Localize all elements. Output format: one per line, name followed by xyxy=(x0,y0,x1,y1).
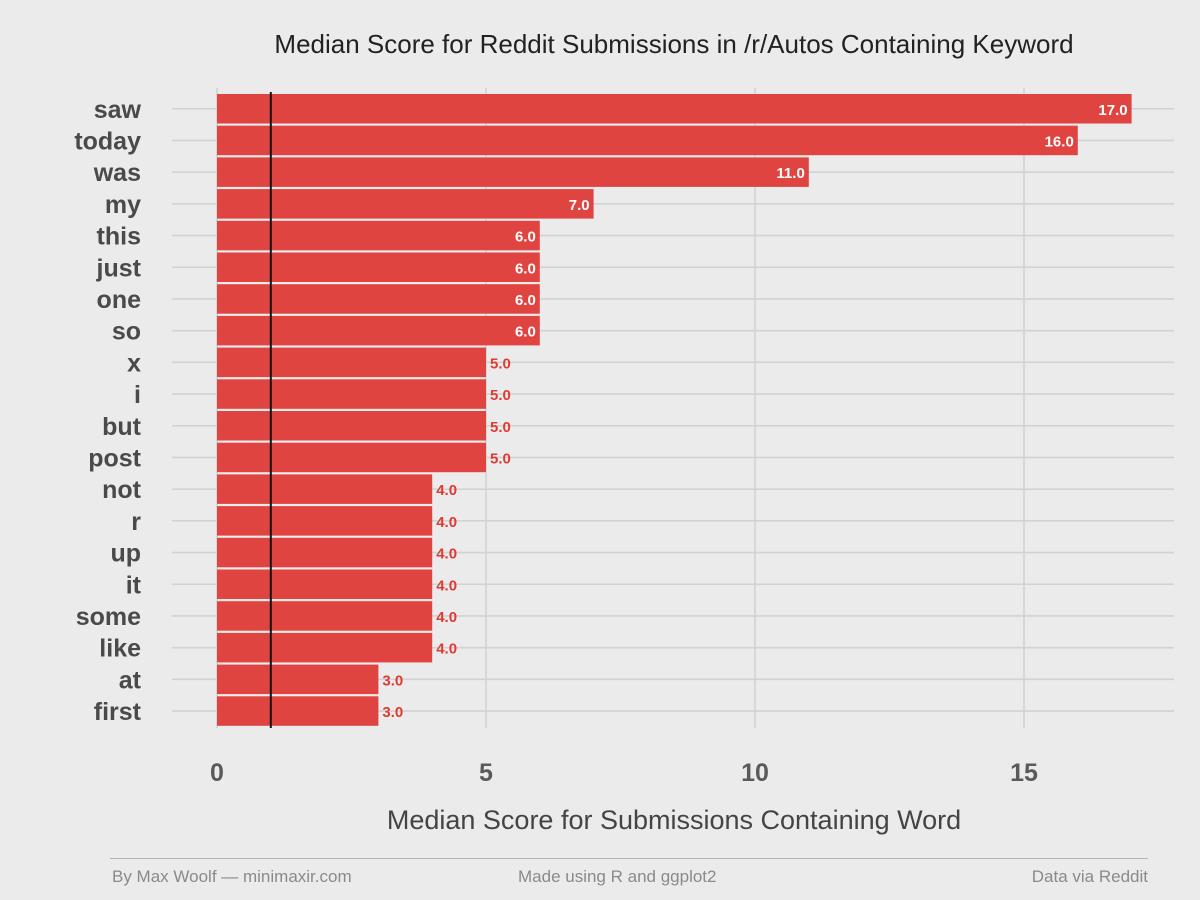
bar-some xyxy=(217,601,433,631)
category-label: at xyxy=(119,666,142,694)
data-labels: 17.016.011.07.06.06.06.06.05.05.05.05.04… xyxy=(382,102,1127,721)
category-label: up xyxy=(110,540,141,568)
category-label: my xyxy=(105,191,141,219)
category-label: first xyxy=(94,698,142,726)
category-label: i xyxy=(134,381,141,409)
category-label: r xyxy=(131,508,141,536)
x-axis-title: Median Score for Submissions Containing … xyxy=(387,805,961,835)
data-label: 16.0 xyxy=(1045,133,1074,150)
bars xyxy=(217,94,1132,726)
bar-so xyxy=(217,315,540,346)
bar-x xyxy=(217,347,486,378)
footer: By Max Woolf — minimaxir.com Made using … xyxy=(110,858,1148,889)
bar-one xyxy=(217,284,540,314)
data-label: 6.0 xyxy=(515,260,536,277)
category-label: some xyxy=(76,603,141,631)
x-tick-labels: 0 5 10 15 xyxy=(210,759,1038,787)
category-label: like xyxy=(99,635,141,663)
category-label: but xyxy=(102,413,142,441)
bar-just xyxy=(217,252,540,282)
data-label: 5.0 xyxy=(490,355,511,372)
bar-at xyxy=(217,664,379,695)
bar-i xyxy=(217,379,486,409)
category-label: one xyxy=(97,286,142,314)
chart-title: Median Score for Reddit Submissions in /… xyxy=(274,29,1073,59)
category-label: x xyxy=(127,349,141,377)
data-label: 11.0 xyxy=(776,165,804,182)
category-label: so xyxy=(112,318,141,346)
footer-credit: By Max Woolf — minimaxir.com xyxy=(112,867,352,886)
category-label: it xyxy=(126,571,142,599)
bar-first xyxy=(217,696,379,726)
category-label: was xyxy=(93,159,141,187)
bar-up xyxy=(217,537,433,568)
data-label: 5.0 xyxy=(490,419,511,436)
bar-but xyxy=(217,411,486,441)
data-label: 4.0 xyxy=(436,482,457,499)
data-label: 4.0 xyxy=(436,609,457,626)
data-label: 3.0 xyxy=(382,672,403,689)
category-labels: saw today was my this just one so xi but post not ru… xyxy=(74,96,141,726)
x-tick-label: 0 xyxy=(210,759,224,787)
data-label: 6.0 xyxy=(515,292,536,309)
bar-was xyxy=(217,157,809,187)
bar-like xyxy=(217,632,433,663)
data-label: 5.0 xyxy=(490,450,511,467)
category-label: post xyxy=(88,444,141,472)
category-label: today xyxy=(74,127,141,155)
bar-not xyxy=(217,474,433,504)
data-label: 6.0 xyxy=(515,229,536,246)
bar-it xyxy=(217,569,433,599)
bar-r xyxy=(217,506,433,536)
footer-tooling: Made using R and ggplot2 xyxy=(518,867,717,886)
data-label: 4.0 xyxy=(436,514,457,531)
category-label: not xyxy=(102,476,142,504)
x-tick-label: 15 xyxy=(1010,759,1038,787)
category-label: saw xyxy=(94,96,142,124)
bar-post xyxy=(217,442,486,473)
data-label: 5.0 xyxy=(490,387,511,404)
data-label: 4.0 xyxy=(436,577,457,594)
bar-today xyxy=(217,125,1078,156)
x-tick-label: 10 xyxy=(741,759,769,787)
footer-source: Data via Reddit xyxy=(1031,867,1148,886)
bar-my xyxy=(217,189,594,219)
category-label: this xyxy=(97,223,141,251)
bar-saw xyxy=(217,94,1132,124)
data-label: 4.0 xyxy=(436,546,457,563)
category-label: just xyxy=(96,254,142,282)
data-label: 3.0 xyxy=(382,704,403,721)
data-label: 7.0 xyxy=(569,197,590,214)
data-label: 17.0 xyxy=(1098,102,1127,119)
data-label: 4.0 xyxy=(436,641,457,658)
x-tick-label: 5 xyxy=(479,759,493,787)
data-label: 6.0 xyxy=(515,324,536,341)
bar-this xyxy=(217,220,540,251)
